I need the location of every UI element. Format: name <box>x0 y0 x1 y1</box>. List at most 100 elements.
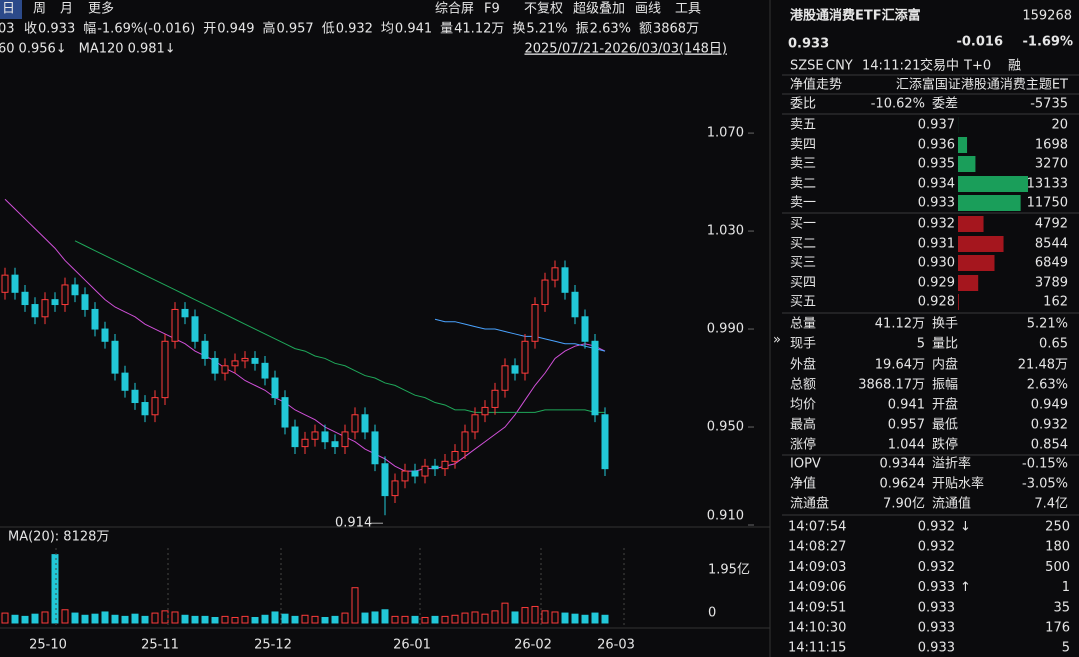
volume-bar <box>291 615 299 624</box>
volume-bar <box>191 615 199 624</box>
volume-bar <box>301 614 309 624</box>
stat-label: 总量 <box>790 317 816 332</box>
candle-body <box>51 299 59 306</box>
volume-bar <box>211 616 219 624</box>
v-tick-label: 0 <box>708 606 716 621</box>
book-bar <box>958 294 959 310</box>
volume-bar <box>241 615 249 624</box>
volume-bar <box>541 610 549 624</box>
volume-bar <box>81 614 89 624</box>
quote-label: 量 <box>440 22 453 37</box>
book-bar <box>958 255 995 271</box>
candle-body <box>261 362 269 379</box>
book-label: 卖四 <box>790 138 816 153</box>
period-tab[interactable]: 月 <box>60 2 73 17</box>
candle-body <box>271 377 279 399</box>
period-tab[interactable]: 日 <box>2 2 15 17</box>
trade-vol: 176 <box>1045 621 1070 636</box>
candle-body <box>381 463 389 497</box>
trade-time: 14:09:06 <box>788 580 846 595</box>
book-label: 卖三 <box>790 157 816 172</box>
stat-value: 0.9344 <box>880 457 926 472</box>
volume-bar <box>421 616 429 624</box>
period-tab[interactable]: 周 <box>33 2 46 17</box>
trade-vol: 1 <box>1062 580 1070 595</box>
candle-body <box>291 426 299 448</box>
book-vol: 3789 <box>1035 276 1068 291</box>
trade-price: 0.932 <box>918 520 955 535</box>
trade-price: 0.933 <box>918 600 955 615</box>
stat-value: 0.65 <box>1039 337 1068 352</box>
stat-label: 涨停 <box>790 437 816 453</box>
book-price: 0.929 <box>918 276 955 291</box>
quote-value: 0.933 <box>38 22 75 37</box>
volume-bar <box>51 554 59 624</box>
stat-value: 1.044 <box>888 438 925 453</box>
quote-label: 幅 <box>83 22 96 37</box>
quote-label: 收 <box>24 22 37 37</box>
tool-button[interactable]: 综合屏 <box>435 2 474 17</box>
book-price: 0.934 <box>918 177 955 192</box>
stat-value: 7.4亿 <box>1034 497 1068 512</box>
candle-body <box>121 372 129 391</box>
y-tick-label: 0.910 <box>707 509 744 524</box>
tool-button[interactable]: 工具 <box>675 2 701 17</box>
quote-value: 0.932 <box>336 22 373 37</box>
tool-button[interactable]: F9 <box>484 2 500 17</box>
security-code: 159268 <box>1022 9 1072 24</box>
candle-body <box>151 397 159 416</box>
trade-time: 14:09:03 <box>788 560 846 575</box>
volume-bar <box>381 609 389 624</box>
candle-body <box>41 299 49 318</box>
period-tab[interactable]: 更多 <box>88 1 114 17</box>
volume-bar <box>171 611 179 624</box>
quote-value: 3868万 <box>653 22 699 37</box>
candle-body <box>31 304 39 318</box>
ratio-label: 委比 <box>790 97 816 112</box>
volume-bar <box>61 609 69 624</box>
volume-bar <box>431 615 439 624</box>
candle-body <box>511 365 519 374</box>
x-tick-label: 25-10 <box>29 638 67 653</box>
tool-button[interactable]: 超级叠加 <box>573 2 625 17</box>
volume-bar <box>501 602 509 624</box>
book-bar <box>958 275 979 291</box>
volume-bar <box>571 613 579 624</box>
book-vol: 4792 <box>1035 217 1068 232</box>
stat-label: 溢折率 <box>932 456 971 472</box>
stat-label: IOPV <box>790 457 821 472</box>
stat-value: 19.64万 <box>875 358 925 373</box>
legend-name: MA120 <box>79 42 124 57</box>
book-vol: 6849 <box>1035 256 1068 271</box>
tool-button[interactable]: 不复权 <box>524 1 563 17</box>
book-bar <box>958 216 984 232</box>
candle-body <box>501 365 509 391</box>
stat-label: 最低 <box>932 418 958 433</box>
candle-body <box>441 460 449 470</box>
book-vol: 11750 <box>1027 196 1068 211</box>
candle-body <box>361 414 369 433</box>
book-price: 0.932 <box>918 217 955 232</box>
date-range[interactable]: 2025/07/21-2026/03/03(148日) <box>524 42 727 57</box>
active-tab <box>0 0 22 19</box>
tab[interactable]: 汇添富国证港股通消费主题ET <box>896 77 1068 93</box>
candle-body <box>11 274 19 293</box>
candle-body <box>181 308 189 318</box>
volume-bar <box>21 615 29 624</box>
trade-price: 0.933 <box>918 621 955 636</box>
x-tick-label: 26-03 <box>597 638 635 653</box>
candle-body <box>131 389 139 404</box>
x-tick-label: 26-01 <box>393 638 431 653</box>
candle-body <box>111 340 119 374</box>
volume-bar <box>471 611 479 624</box>
book-label: 卖一 <box>790 196 816 211</box>
collapse[interactable]: » <box>773 333 781 348</box>
quote-value: 5.21% <box>526 22 567 37</box>
book-label: 卖五 <box>790 118 816 133</box>
ratio-label: 委差 <box>932 97 958 112</box>
stat-label: 跌停 <box>932 437 958 453</box>
x-tick-label: 25-11 <box>141 638 179 653</box>
tab[interactable]: 净值走势 <box>790 77 842 93</box>
tool-button[interactable]: 画线 <box>635 2 661 17</box>
quote-label: 换 <box>512 22 525 37</box>
